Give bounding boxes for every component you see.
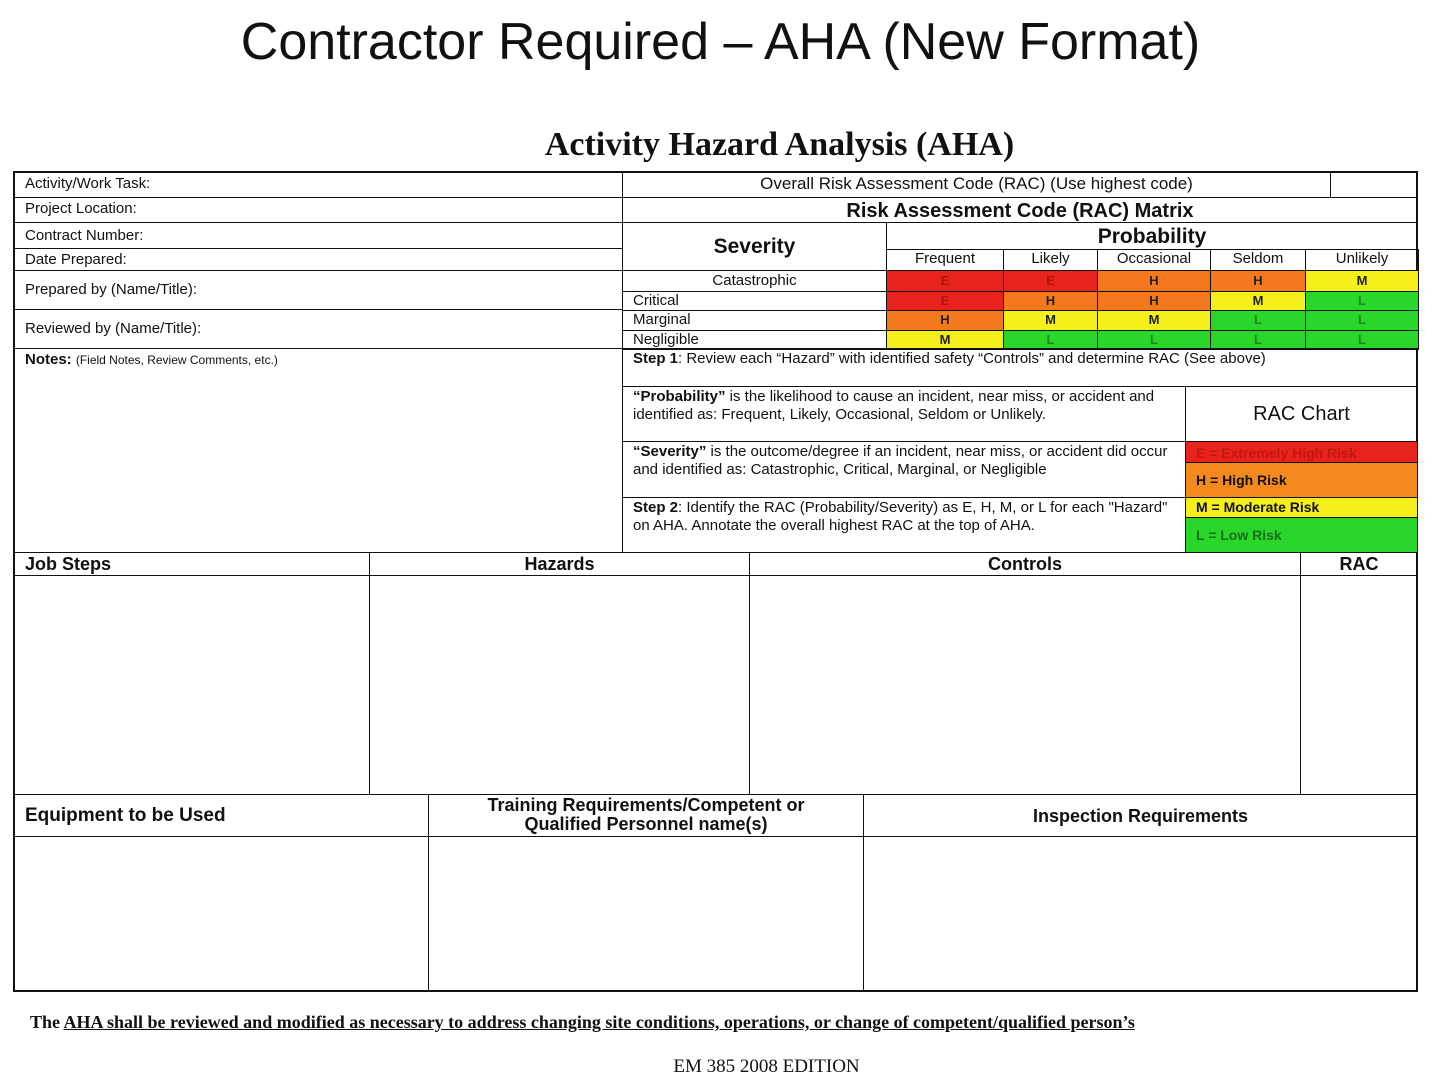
- severity-marginal: Marginal: [622, 310, 887, 331]
- footer-underlined: AHA shall be reviewed and modified as ne…: [63, 1012, 1135, 1032]
- severity-negligible: Negligible: [622, 330, 887, 350]
- col-training: Training Requirements/Competent or Quali…: [428, 794, 864, 837]
- probability-header: Probability: [886, 222, 1418, 250]
- step2-label: Step 2: [633, 499, 679, 516]
- severity-header: Severity: [622, 222, 887, 271]
- col-controls: Controls: [749, 552, 1301, 576]
- rac-cell-M: M: [1305, 270, 1419, 292]
- footer-prefix: The: [30, 1012, 64, 1032]
- rac-cell-L: L: [1305, 291, 1419, 311]
- controls-cell[interactable]: [749, 575, 1301, 795]
- rac-cell-M: M: [886, 330, 1004, 350]
- col-job-steps: Job Steps: [14, 552, 370, 576]
- rac-cell-H: H: [1097, 270, 1211, 292]
- rac-cell-L: L: [1305, 330, 1419, 350]
- overall-rac-label: Overall Risk Assessment Code (RAC) (Use …: [622, 172, 1331, 198]
- matrix-title: Risk Assessment Code (RAC) Matrix: [622, 197, 1418, 223]
- rac-cell-L: L: [1097, 330, 1211, 350]
- notes-hint: (Field Notes, Review Comments, etc.): [75, 353, 278, 367]
- notes-label: Notes:: [25, 351, 72, 368]
- rac-cell[interactable]: [1300, 575, 1418, 795]
- field-date-prepared[interactable]: Date Prepared:: [14, 248, 623, 271]
- rac-cell-M: M: [1097, 310, 1211, 331]
- step1-text: Step 1: Review each “Hazard” with identi…: [622, 348, 1418, 387]
- slide-title: Contractor Required – AHA (New Format): [240, 13, 1201, 71]
- rac-cell-E: E: [886, 291, 1004, 311]
- field-notes[interactable]: Notes: (Field Notes, Review Comments, et…: [14, 348, 623, 553]
- step1-label: Step 1: [633, 350, 679, 367]
- overall-rac-input[interactable]: [1330, 172, 1418, 198]
- probability-definition: “Probability” is the likelihood to cause…: [622, 386, 1186, 442]
- rac-legend-e: E = Extremely High Risk: [1185, 441, 1418, 463]
- form-title: Activity Hazard Analysis (AHA): [544, 126, 1015, 163]
- severity-def-label: “Severity”: [633, 443, 707, 460]
- probability-occasional: Occasional: [1097, 249, 1211, 271]
- rac-cell-H: H: [1210, 270, 1306, 292]
- rac-cell-E: E: [1003, 270, 1098, 292]
- equipment-cell[interactable]: [14, 836, 429, 992]
- footer-note: The AHA shall be reviewed and modified a…: [30, 1012, 1135, 1033]
- inspection-cell[interactable]: [863, 836, 1418, 992]
- step1-body: : Review each “Hazard” with identified s…: [678, 350, 1266, 367]
- rac-cell-M: M: [1003, 310, 1098, 331]
- rac-cell-L: L: [1003, 330, 1098, 350]
- severity-definition: “Severity” is the outcome/degree if an i…: [622, 441, 1186, 498]
- training-cell[interactable]: [428, 836, 864, 992]
- rac-cell-L: L: [1305, 310, 1419, 331]
- rac-cell-H: H: [1097, 291, 1211, 311]
- field-prepared-by[interactable]: Prepared by (Name/Title):: [14, 270, 623, 310]
- step2-body: : Identify the RAC (Probability/Severity…: [633, 499, 1168, 534]
- rac-cell-H: H: [886, 310, 1004, 331]
- rac-cell-L: L: [1210, 310, 1306, 331]
- field-project-location[interactable]: Project Location:: [14, 197, 623, 223]
- probability-likely: Likely: [1003, 249, 1098, 271]
- probability-frequent: Frequent: [886, 249, 1004, 271]
- rac-legend-m: M = Moderate Risk: [1185, 497, 1418, 518]
- probability-unlikely: Unlikely: [1305, 249, 1419, 271]
- severity-catastrophic: Catastrophic: [622, 270, 887, 292]
- rac-chart-title: RAC Chart: [1185, 386, 1418, 442]
- col-rac: RAC: [1300, 552, 1418, 576]
- probability-def-body: is the likelihood to cause an incident, …: [633, 388, 1155, 423]
- field-activity[interactable]: Activity/Work Task:: [14, 172, 623, 198]
- col-equipment: Equipment to be Used: [14, 794, 429, 837]
- severity-critical: Critical: [622, 291, 887, 311]
- rac-cell-E: E: [886, 270, 1004, 292]
- edition-label: EM 385 2008 EDITION: [673, 1056, 860, 1077]
- probability-seldom: Seldom: [1210, 249, 1306, 271]
- job-steps-cell[interactable]: [14, 575, 370, 795]
- rac-cell-M: M: [1210, 291, 1306, 311]
- probability-def-label: “Probability”: [633, 388, 726, 405]
- rac-legend-h: H = High Risk: [1185, 462, 1418, 498]
- field-contract-number[interactable]: Contract Number:: [14, 222, 623, 249]
- col-inspection: Inspection Requirements: [863, 794, 1418, 837]
- severity-def-body: is the outcome/degree if an incident, ne…: [633, 443, 1168, 478]
- col-hazards: Hazards: [369, 552, 750, 576]
- hazards-cell[interactable]: [369, 575, 750, 795]
- step2-text: Step 2: Identify the RAC (Probability/Se…: [622, 497, 1186, 553]
- field-reviewed-by[interactable]: Reviewed by (Name/Title):: [14, 309, 623, 349]
- rac-cell-L: L: [1210, 330, 1306, 350]
- rac-legend-l: L = Low Risk: [1185, 517, 1418, 553]
- rac-cell-H: H: [1003, 291, 1098, 311]
